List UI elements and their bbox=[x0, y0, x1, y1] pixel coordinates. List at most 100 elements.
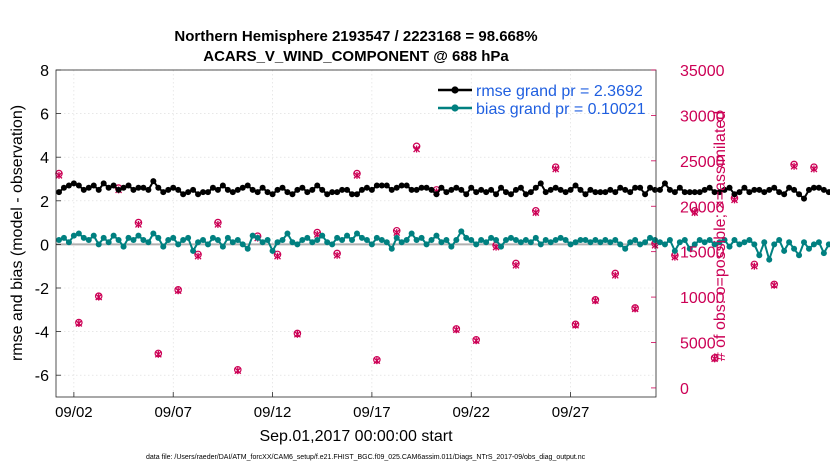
rmse-point bbox=[274, 186, 281, 193]
bias-point bbox=[264, 237, 271, 244]
rmse-point bbox=[329, 189, 336, 196]
rmse-point bbox=[344, 186, 351, 193]
rmse-point bbox=[393, 184, 400, 191]
bias-point bbox=[294, 241, 301, 248]
rmse-point bbox=[353, 191, 360, 198]
rmse-point bbox=[115, 186, 122, 193]
y2-tick-label: 35000 bbox=[680, 63, 725, 80]
bias-point bbox=[175, 241, 182, 248]
rmse-point bbox=[791, 186, 798, 193]
rmse-point bbox=[691, 189, 698, 196]
y2-tick-label: 0 bbox=[680, 381, 689, 398]
bias-point bbox=[274, 239, 281, 246]
rmse-point bbox=[423, 184, 430, 191]
bias-point bbox=[85, 237, 92, 244]
rmse-point bbox=[403, 182, 410, 189]
rmse-point bbox=[200, 189, 207, 196]
bias-point bbox=[801, 239, 808, 246]
rmse-point bbox=[234, 186, 241, 193]
y2-tick-label: 5000 bbox=[680, 336, 716, 353]
bias-point bbox=[339, 237, 346, 244]
y-tick-label: -2 bbox=[35, 281, 49, 298]
rmse-point bbox=[537, 180, 544, 187]
bias-point bbox=[363, 237, 370, 244]
bias-point bbox=[661, 241, 668, 248]
bias-point bbox=[825, 241, 830, 248]
series-layer bbox=[55, 178, 830, 264]
rmse-point bbox=[378, 182, 385, 189]
y-tick-label: -6 bbox=[35, 368, 49, 385]
legend-rmse-label: rmse grand pr = 2.3692 bbox=[476, 83, 643, 100]
rmse-point bbox=[209, 184, 216, 191]
rmse-point bbox=[701, 186, 708, 193]
bias-point bbox=[567, 241, 574, 248]
bias-point bbox=[219, 243, 226, 250]
rmse-point bbox=[612, 189, 619, 196]
obs-assimilated-marker bbox=[572, 321, 579, 329]
rmse-point bbox=[314, 182, 321, 189]
obs-assimilated-marker bbox=[95, 293, 103, 301]
rmse-point bbox=[632, 184, 639, 191]
rmse-point bbox=[294, 186, 301, 193]
obs-assimilated-marker bbox=[790, 162, 798, 170]
rmse-point bbox=[483, 189, 490, 196]
rmse-point bbox=[786, 184, 793, 191]
bias-point bbox=[95, 241, 102, 248]
obs-assimilated-marker bbox=[234, 367, 242, 375]
rmse-point bbox=[776, 189, 783, 196]
y2-tick-label: 15000 bbox=[680, 245, 725, 262]
obs-assimilated-marker bbox=[770, 281, 778, 289]
bias-point bbox=[458, 228, 465, 235]
rmse-point bbox=[150, 178, 157, 185]
x-tick-label: 09/12 bbox=[254, 404, 292, 421]
bias-point bbox=[289, 239, 296, 246]
bias-point bbox=[135, 232, 142, 239]
bias-point bbox=[463, 234, 470, 241]
bias-point bbox=[244, 245, 251, 252]
obs-assimilated-marker bbox=[75, 319, 83, 327]
obs-assimilated-marker bbox=[293, 330, 301, 338]
bias-point bbox=[110, 232, 117, 239]
rmse-point bbox=[165, 186, 172, 193]
rmse-point bbox=[488, 186, 495, 193]
rmse-point bbox=[55, 189, 62, 196]
rmse-point bbox=[259, 184, 266, 191]
rmse-point bbox=[741, 184, 748, 191]
bias-point bbox=[726, 243, 733, 250]
rmse-point bbox=[577, 186, 584, 193]
obs-assimilated-marker bbox=[691, 209, 699, 217]
obs-assimilated-marker bbox=[552, 165, 560, 173]
rmse-point bbox=[65, 182, 72, 189]
obs-assimilated-marker bbox=[214, 220, 222, 228]
obs-assimilated-marker bbox=[55, 171, 63, 179]
y2-tick-label: 20000 bbox=[680, 199, 725, 216]
bias-point bbox=[696, 237, 703, 244]
bias-point bbox=[120, 243, 127, 250]
obs-assimilated-marker bbox=[134, 220, 142, 228]
rmse-point bbox=[289, 191, 296, 198]
bias-point bbox=[681, 237, 688, 244]
bias-point bbox=[562, 237, 569, 244]
bias-point bbox=[711, 241, 718, 248]
bias-point bbox=[805, 245, 812, 252]
bias-point bbox=[577, 237, 584, 244]
bias-point bbox=[627, 239, 634, 246]
rmse-point bbox=[746, 189, 753, 196]
rmse-point bbox=[373, 182, 380, 189]
bias-point bbox=[358, 234, 365, 241]
obs-assimilated-marker bbox=[532, 209, 540, 217]
rmse-point bbox=[244, 182, 251, 189]
bias-point bbox=[165, 237, 172, 244]
bias-point bbox=[393, 234, 400, 241]
rmse-point bbox=[60, 184, 67, 191]
y-tick-label: 0 bbox=[40, 237, 49, 254]
rmse-point bbox=[647, 184, 654, 191]
rmse-point bbox=[463, 191, 470, 198]
bias-point bbox=[647, 234, 654, 241]
bias-point bbox=[319, 232, 326, 239]
bias-point bbox=[761, 239, 768, 246]
bias-point bbox=[259, 239, 266, 246]
bias-point bbox=[691, 241, 698, 248]
bias-point bbox=[771, 241, 778, 248]
